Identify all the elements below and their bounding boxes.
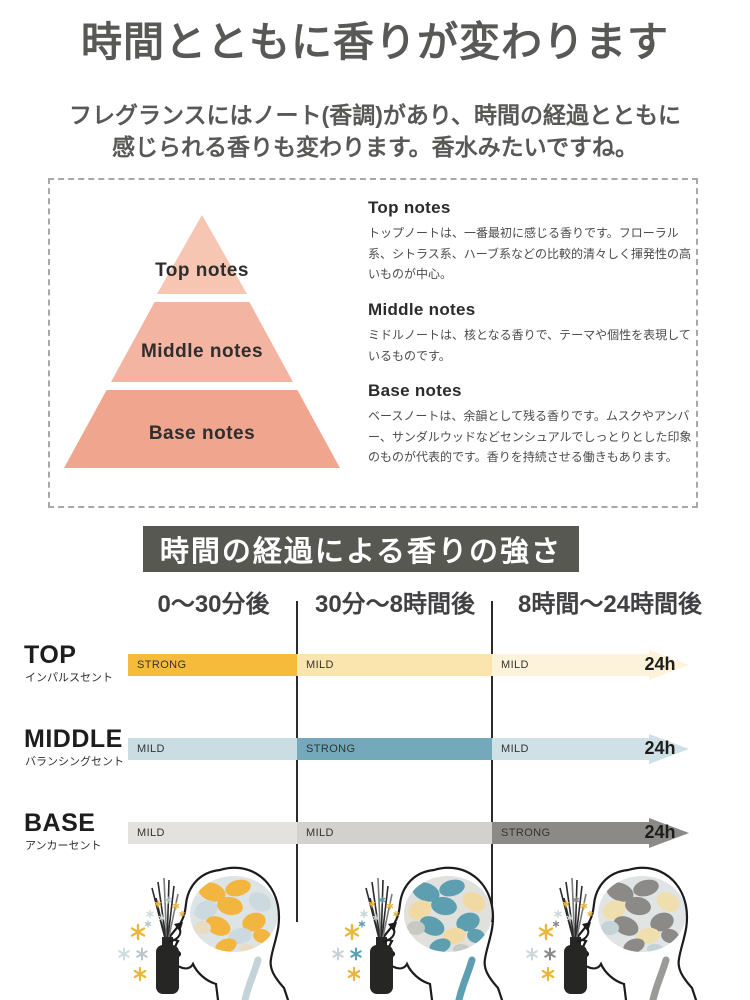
pyramid-tier-middle	[111, 302, 293, 382]
notes-pyramid-diagram: Top notes Middle notes Base notes	[64, 215, 340, 468]
timeline-divider-2	[491, 601, 493, 922]
head-illustration-top-phase	[112, 862, 298, 1000]
base-24h-label: 24h	[644, 822, 676, 842]
top-notes-heading: Top notes	[368, 198, 451, 217]
row-base-subname: アンカーセント	[25, 840, 102, 852]
top-bar-segment-3: MILD	[492, 654, 650, 676]
base-notes-heading: Base notes	[368, 381, 462, 401]
time-label-0-30min: 0〜30分後	[157, 591, 270, 618]
page-title: 時間とともに香りが変わります	[81, 19, 669, 65]
row-middle-name: MIDDLE	[24, 725, 123, 753]
timeline-divider-1	[296, 601, 298, 922]
row-middle-subname: バランシングセント	[25, 756, 124, 768]
page-subtitle: フレグランスにはノート(香調)があり、時間の経過とともに 感じられる香りも変わり…	[0, 100, 750, 163]
timeline-row-middle: MIDDLE バランシングセント MILD STRONG MILD 24h	[0, 720, 750, 804]
base-bar-segment-2: MILD	[297, 822, 492, 844]
middle-bar-segment-1: MILD	[128, 738, 297, 760]
pyramid-tier-top	[157, 215, 247, 294]
middle-notes-body: ミドルノートは、核となる香りで、テーマや個性を表現しているものです。	[368, 327, 691, 363]
row-base-name: BASE	[24, 809, 96, 837]
pyramid-label-base: Base notes	[149, 423, 255, 444]
head-illustration-base-phase	[520, 862, 706, 1000]
base-bar-segment-1: MILD	[128, 822, 297, 844]
pyramid-label-top: Top notes	[155, 260, 249, 281]
top-bar-segment-1: STRONG	[128, 654, 297, 676]
time-label-30min-8h: 30分〜8時間後	[314, 591, 476, 618]
notes-dashed-box	[48, 178, 698, 508]
top-24h-label: 24h	[644, 654, 676, 674]
note-descriptions: Top notes トップノートは、一番最初に感じる香りです。フローラル系、シト…	[368, 198, 696, 483]
top-notes-body: トップノートは、一番最初に感じる香りです。フローラル系、シトラス系、ハーブ系など…	[368, 226, 692, 282]
pyramid-tier-base	[64, 390, 340, 468]
pyramid-label-middle: Middle notes	[141, 341, 263, 362]
top-bar-segment-2: MILD	[297, 654, 492, 676]
subtitle-line-2: 感じられる香りも変わります。香水みたいですね。	[111, 133, 638, 160]
row-top-subname: インパルスセント	[25, 672, 113, 684]
timeline-row-base: BASE アンカーセント MILD MILD STRONG 24h	[0, 804, 750, 888]
base-bar-segment-3: STRONG	[492, 822, 650, 844]
base-notes-body: ベースノートは、余韻として残る香りです。ムスクやアンバー、サンダルウッドなどセン…	[368, 409, 692, 465]
middle-bar-segment-3: MILD	[492, 738, 650, 760]
middle-notes-heading: Middle notes	[368, 299, 476, 319]
head-illustration-middle-phase	[326, 862, 512, 1000]
time-label-8h-24h: 8時間〜24時間後	[517, 591, 703, 618]
section-banner: 時間の経過による香りの強さ	[143, 526, 579, 572]
subtitle-line-1: フレグランスにはノート(香調)があり、時間の経過とともに	[69, 102, 681, 128]
middle-24h-label: 24h	[644, 738, 676, 758]
middle-bar-segment-2: STRONG	[297, 738, 492, 760]
timeline-row-top: TOP インパルスセント STRONG MILD MILD 24h	[0, 636, 750, 720]
row-top-name: TOP	[24, 641, 77, 669]
